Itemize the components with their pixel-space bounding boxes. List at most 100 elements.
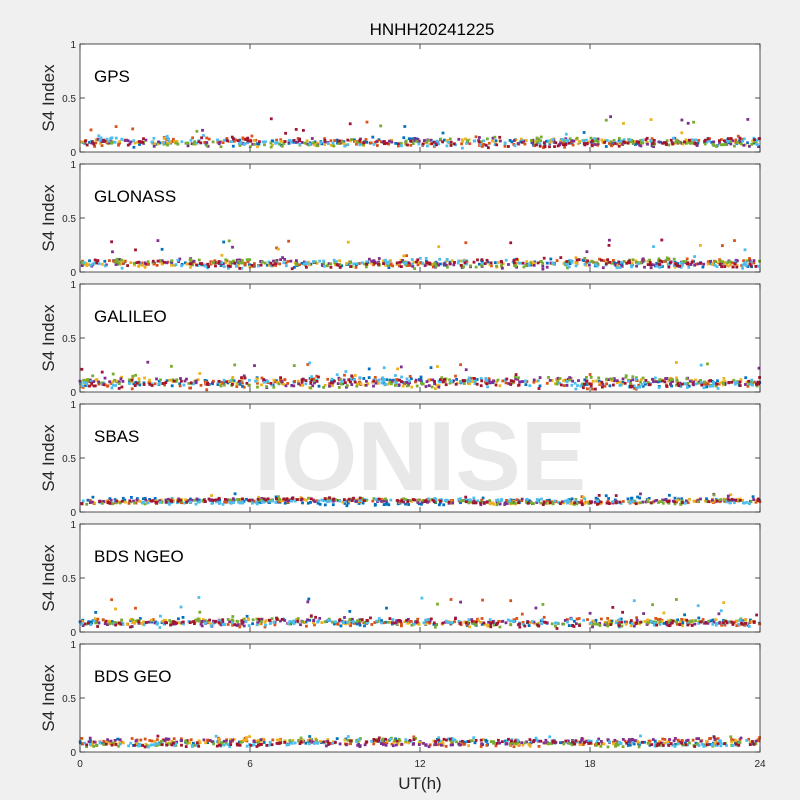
data-point	[667, 744, 671, 747]
data-point	[116, 737, 120, 741]
data-point	[331, 384, 334, 387]
data-point	[254, 379, 257, 383]
data-point	[734, 140, 738, 144]
data-point	[195, 741, 199, 745]
data-point	[240, 266, 244, 270]
data-point	[459, 501, 462, 505]
data-point	[551, 740, 555, 744]
data-point	[435, 139, 439, 143]
data-point	[573, 501, 577, 505]
data-point	[117, 621, 121, 625]
data-point	[297, 739, 301, 743]
data-point	[395, 263, 399, 266]
data-point	[517, 499, 521, 503]
data-point	[313, 140, 317, 144]
data-point	[376, 144, 379, 147]
data-point	[168, 502, 171, 506]
panel-label: GLONASS	[94, 187, 176, 206]
data-point	[501, 740, 504, 744]
data-point	[441, 140, 444, 144]
data-point	[368, 257, 371, 261]
data-point	[192, 744, 196, 747]
data-point	[290, 384, 294, 387]
data-point	[448, 378, 451, 382]
data-point	[200, 262, 204, 265]
data-point	[635, 621, 638, 625]
data-point	[596, 262, 599, 265]
data-point	[178, 384, 182, 388]
data-point	[520, 741, 524, 745]
data-point	[143, 745, 147, 749]
data-point	[238, 740, 241, 744]
data-point	[312, 499, 316, 503]
data-point	[416, 498, 420, 502]
data-point	[538, 144, 542, 148]
data-point	[91, 140, 94, 144]
data-point	[135, 619, 139, 623]
data-point	[408, 739, 412, 742]
data-point	[675, 620, 678, 624]
data-point	[188, 741, 192, 745]
data-point	[547, 376, 550, 379]
data-point	[108, 741, 112, 745]
data-point	[489, 740, 493, 743]
data-point	[559, 139, 563, 143]
data-point	[468, 382, 471, 386]
data-point	[411, 265, 415, 268]
data-point	[594, 496, 598, 500]
data-point	[285, 497, 289, 501]
data-point	[552, 263, 556, 266]
data-point	[265, 744, 269, 747]
data-point	[469, 498, 472, 502]
data-point	[100, 140, 104, 144]
data-point	[614, 494, 618, 497]
data-point	[635, 619, 639, 622]
data-point	[403, 261, 407, 265]
data-point	[653, 744, 657, 748]
data-point	[346, 735, 350, 738]
data-point	[292, 364, 296, 367]
data-point	[190, 498, 194, 502]
data-point	[487, 141, 491, 145]
chart-title: HNHH20241225	[370, 20, 495, 39]
data-point	[89, 263, 93, 267]
data-point	[493, 143, 497, 146]
data-point	[409, 620, 413, 623]
data-point	[218, 622, 222, 626]
data-point	[583, 257, 587, 260]
data-point	[402, 136, 406, 140]
data-point	[345, 385, 348, 389]
data-point	[221, 141, 225, 144]
data-point	[582, 131, 586, 134]
data-point	[646, 741, 650, 745]
data-point	[135, 261, 139, 264]
data-point	[539, 135, 543, 139]
data-point	[264, 140, 267, 144]
data-point	[382, 259, 385, 263]
data-point	[224, 261, 227, 265]
data-point	[184, 498, 187, 502]
data-point	[274, 495, 278, 499]
data-point	[491, 139, 494, 143]
data-point	[518, 261, 522, 265]
data-point	[363, 499, 366, 502]
data-point	[276, 738, 279, 742]
data-point	[742, 143, 746, 147]
data-point	[337, 386, 341, 389]
data-point	[675, 264, 679, 268]
data-point	[306, 738, 310, 742]
data-point	[290, 267, 294, 271]
data-point	[184, 141, 188, 145]
data-point	[674, 737, 677, 740]
data-point	[286, 260, 290, 263]
data-point	[432, 623, 436, 626]
data-point	[98, 500, 102, 503]
data-point	[552, 140, 556, 144]
data-point	[231, 499, 235, 503]
data-point	[735, 624, 739, 627]
data-point	[221, 502, 225, 506]
data-point	[139, 621, 143, 625]
data-point	[102, 383, 106, 386]
data-point	[632, 384, 636, 388]
